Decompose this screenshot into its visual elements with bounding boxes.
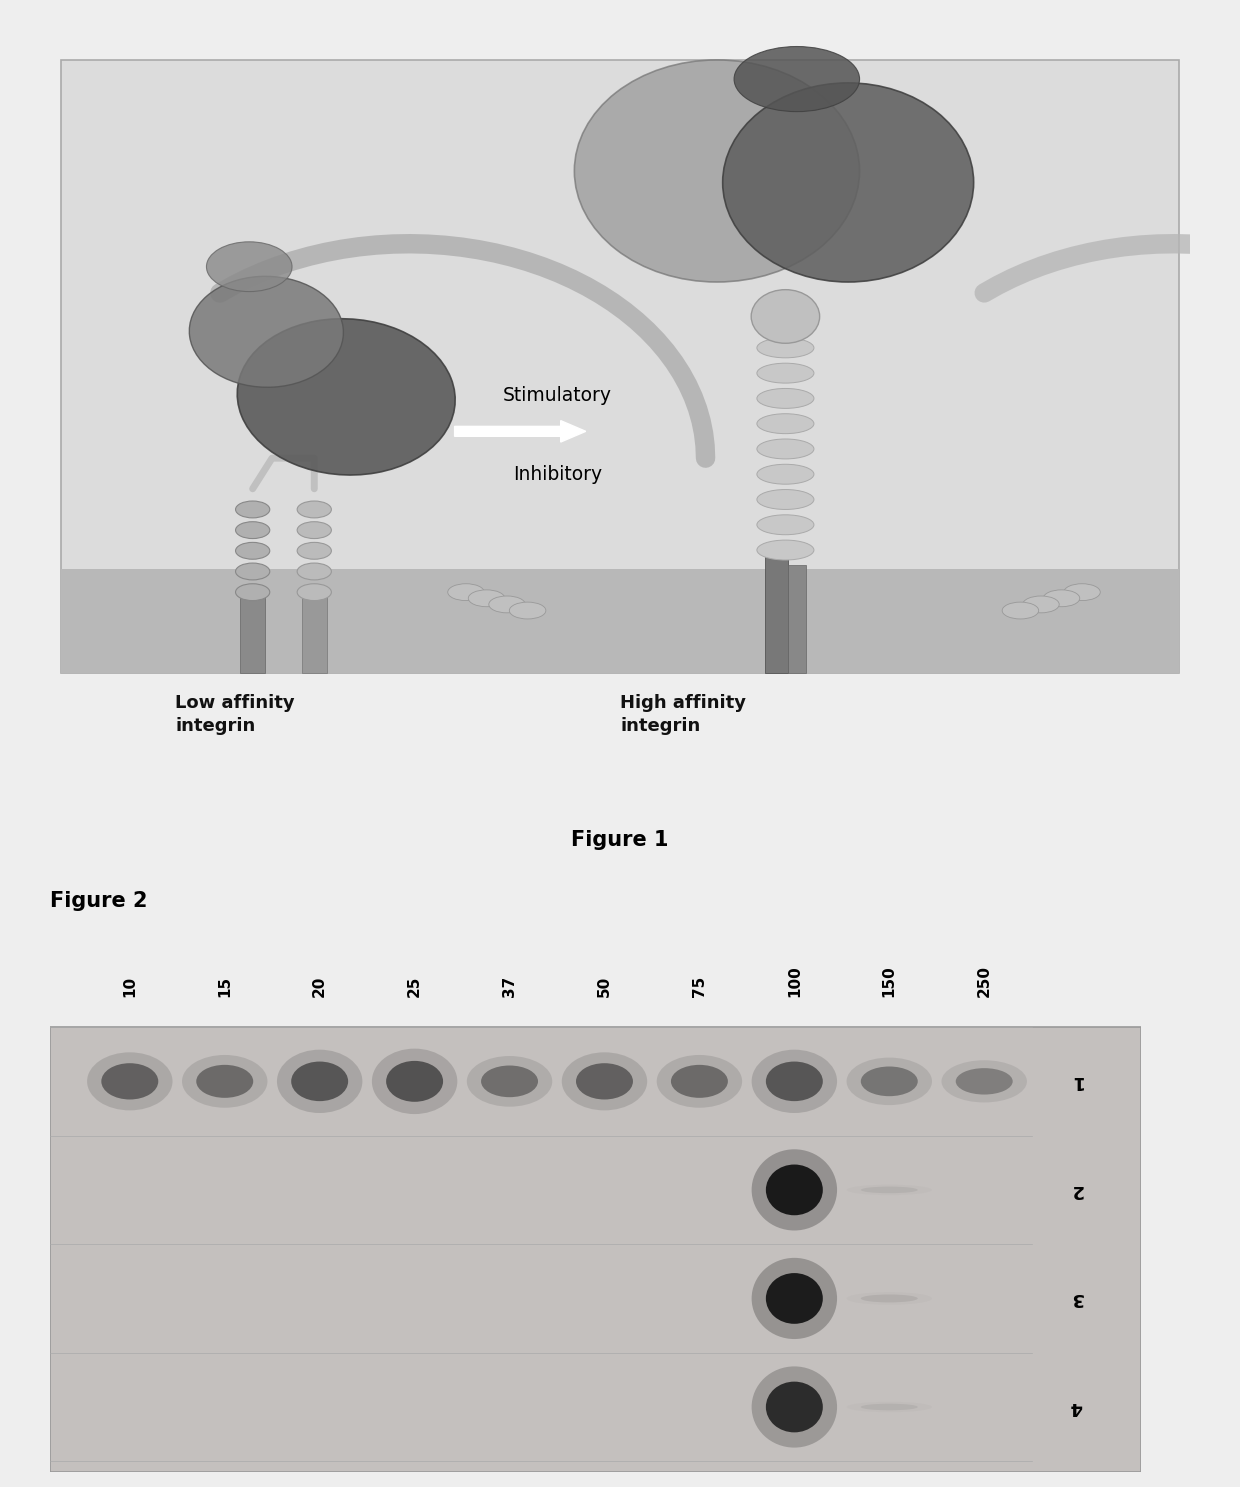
Ellipse shape — [751, 1050, 837, 1112]
Ellipse shape — [751, 1149, 837, 1231]
Ellipse shape — [448, 584, 485, 601]
Text: 1: 1 — [1070, 1072, 1083, 1090]
Text: 150: 150 — [882, 965, 897, 998]
Ellipse shape — [236, 501, 270, 517]
Text: 3: 3 — [1070, 1289, 1083, 1307]
Text: High affinity
integrin: High affinity integrin — [620, 694, 746, 736]
Ellipse shape — [734, 46, 859, 112]
Ellipse shape — [562, 1053, 647, 1111]
FancyBboxPatch shape — [61, 59, 1179, 672]
Ellipse shape — [671, 1065, 728, 1097]
Ellipse shape — [847, 1057, 932, 1105]
Ellipse shape — [489, 596, 526, 613]
Ellipse shape — [1002, 602, 1039, 619]
Ellipse shape — [298, 501, 331, 517]
Ellipse shape — [766, 1381, 823, 1432]
Ellipse shape — [574, 59, 859, 283]
Ellipse shape — [237, 318, 455, 474]
Ellipse shape — [236, 584, 270, 601]
Bar — [301, 596, 327, 672]
Ellipse shape — [756, 515, 813, 535]
Ellipse shape — [766, 1273, 823, 1323]
Text: 25: 25 — [407, 975, 422, 998]
Text: 10: 10 — [123, 975, 138, 998]
Text: 50: 50 — [596, 975, 613, 998]
Text: 2: 2 — [1070, 1181, 1083, 1199]
Bar — [61, 570, 1179, 672]
Ellipse shape — [510, 602, 546, 619]
Ellipse shape — [182, 1054, 268, 1108]
Ellipse shape — [751, 1367, 837, 1448]
Ellipse shape — [298, 584, 331, 601]
Ellipse shape — [206, 242, 293, 291]
Ellipse shape — [481, 1066, 538, 1097]
Text: 100: 100 — [787, 965, 802, 998]
Text: Low affinity
integrin: Low affinity integrin — [175, 694, 295, 736]
Ellipse shape — [861, 1404, 918, 1410]
Ellipse shape — [277, 1050, 362, 1112]
Ellipse shape — [298, 522, 331, 538]
Ellipse shape — [756, 540, 813, 561]
Ellipse shape — [756, 363, 813, 384]
Ellipse shape — [756, 413, 813, 434]
Ellipse shape — [756, 338, 813, 358]
Ellipse shape — [386, 1060, 443, 1102]
Ellipse shape — [766, 1164, 823, 1215]
Ellipse shape — [756, 489, 813, 510]
Ellipse shape — [236, 564, 270, 580]
Text: 15: 15 — [217, 975, 232, 998]
Bar — [50, 1028, 1141, 1472]
Ellipse shape — [291, 1062, 348, 1102]
Text: 250: 250 — [977, 965, 992, 998]
Ellipse shape — [236, 543, 270, 559]
Ellipse shape — [723, 83, 973, 283]
Bar — [241, 596, 265, 672]
Ellipse shape — [766, 1062, 823, 1102]
Ellipse shape — [466, 1056, 552, 1106]
Text: 37: 37 — [502, 975, 517, 998]
Bar — [787, 565, 806, 672]
Ellipse shape — [1064, 584, 1100, 601]
Text: 4: 4 — [1070, 1398, 1083, 1416]
Text: Stimulatory: Stimulatory — [502, 385, 611, 404]
Ellipse shape — [861, 1295, 918, 1303]
Ellipse shape — [861, 1187, 918, 1193]
Ellipse shape — [1023, 596, 1059, 613]
Ellipse shape — [190, 277, 343, 387]
Ellipse shape — [1043, 590, 1080, 607]
Ellipse shape — [298, 543, 331, 559]
Text: Figure 1: Figure 1 — [572, 830, 668, 851]
Text: 75: 75 — [692, 975, 707, 998]
Ellipse shape — [577, 1063, 632, 1099]
Ellipse shape — [956, 1068, 1013, 1094]
Ellipse shape — [657, 1054, 742, 1108]
Ellipse shape — [941, 1060, 1027, 1102]
FancyArrow shape — [455, 421, 585, 442]
Ellipse shape — [196, 1065, 253, 1097]
Ellipse shape — [756, 388, 813, 409]
Ellipse shape — [102, 1063, 159, 1099]
Bar — [765, 550, 787, 672]
Ellipse shape — [756, 439, 813, 459]
Text: Inhibitory: Inhibitory — [512, 465, 601, 485]
Ellipse shape — [756, 464, 813, 485]
Ellipse shape — [751, 1258, 837, 1340]
Ellipse shape — [298, 564, 331, 580]
Ellipse shape — [87, 1053, 172, 1111]
Text: 20: 20 — [312, 975, 327, 998]
Text: Figure 2: Figure 2 — [50, 891, 148, 912]
Ellipse shape — [236, 522, 270, 538]
Ellipse shape — [469, 590, 505, 607]
Ellipse shape — [751, 290, 820, 343]
Ellipse shape — [861, 1066, 918, 1096]
Ellipse shape — [372, 1048, 458, 1114]
